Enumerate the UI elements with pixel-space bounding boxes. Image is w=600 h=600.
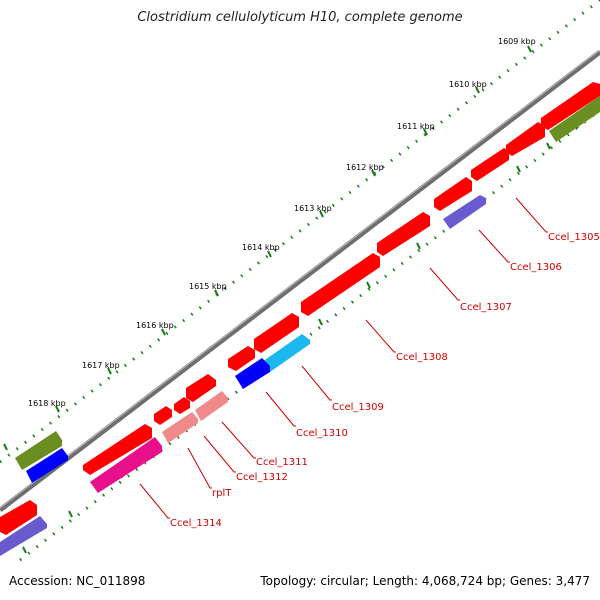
cds-ccel-1307[interactable]: [377, 212, 430, 256]
cds-rplT-fwd[interactable]: [174, 397, 190, 414]
ruler-ticks: [3, 45, 579, 554]
gene-label-ccel-1314: Ccel_1314: [170, 518, 222, 529]
ruler-major-tick: [475, 86, 480, 94]
accession-text: Accession: NC_011898: [9, 574, 146, 588]
cds-ccel-1308[interactable]: [301, 253, 380, 316]
genome-summary-text: Topology: circular; Length: 4,068,724 bp…: [260, 574, 590, 588]
inner-ruler-major-tick: [546, 142, 551, 150]
cds-bottom-left-fwd[interactable]: [0, 500, 37, 535]
ruler-major-tick: [527, 45, 532, 53]
tick-label-1613: 1613 kbp: [294, 204, 332, 213]
inner-ruler-major-tick: [516, 165, 521, 173]
ruler-major-tick: [214, 289, 219, 297]
ruler-major-tick: [423, 128, 428, 136]
tick-label-1615: 1615 kbp: [189, 282, 227, 291]
leader-lines: [139, 197, 548, 519]
cds-ccel-1314-fwd[interactable]: [83, 424, 152, 475]
ruler-major-tick: [107, 367, 112, 375]
cds-small-fwd[interactable]: [154, 406, 172, 425]
cds-ccel-1306-rev[interactable]: [443, 195, 486, 229]
cds-ccel-1309[interactable]: [262, 334, 310, 372]
cds-ccel-1305b[interactable]: [471, 148, 509, 181]
gene-label-ccel-1306: Ccel_1306: [510, 262, 562, 273]
cds-ccel-1310-fwd[interactable]: [228, 346, 255, 371]
cds-ccel-1310[interactable]: [235, 358, 270, 389]
cds-blue-left[interactable]: [26, 448, 68, 483]
tick-labels: 1609 kbp 1610 kbp 1611 kbp 1612 kbp 1613…: [28, 37, 536, 408]
gene-label-ccel-1308: Ccel_1308: [396, 352, 448, 363]
tick-label-1614: 1614 kbp: [242, 243, 280, 252]
ruler-major-tick: [55, 405, 60, 413]
ruler-major-tick: [3, 443, 8, 451]
cds-ccel-1306[interactable]: [434, 177, 472, 211]
cds-ccel-1308b[interactable]: [254, 313, 299, 353]
inner-ruler-major-tick: [416, 242, 421, 250]
ruler-major-tick: [267, 250, 272, 258]
genome-backbone-highlight: [0, 49, 600, 509]
inner-ruler-major-tick: [68, 510, 73, 518]
inner-ruler-major-tick: [22, 546, 27, 554]
cds-ccel-1312[interactable]: [195, 391, 228, 421]
gene-label-ccel-1312: Ccel_1312: [236, 472, 288, 483]
tick-label-1617: 1617 kbp: [82, 361, 120, 370]
tick-label-1616: 1616 kbp: [136, 321, 174, 330]
outer-ruler: [0, 0, 600, 464]
tick-label-1609: 1609 kbp: [498, 37, 536, 46]
gene-label-ccel-1310: Ccel_1310: [296, 428, 348, 439]
gene-label-ccel-1309: Ccel_1309: [332, 402, 384, 413]
ruler-major-tick: [371, 169, 376, 177]
inner-ruler-major-tick: [318, 318, 323, 326]
gene-labels: Ccel_1305 Ccel_1306 Ccel_1307 Ccel_1308 …: [170, 232, 600, 529]
cds-ccel-1314[interactable]: [90, 437, 162, 493]
gene-label-rplT: rplT: [212, 488, 232, 499]
inner-ruler: [19, 108, 600, 562]
map-title: Clostridium cellulolyticum H10, complete…: [137, 10, 463, 25]
cds-ccel-1311[interactable]: [186, 374, 216, 402]
tick-label-1612: 1612 kbp: [346, 163, 384, 172]
tick-label-1611: 1611 kbp: [397, 122, 435, 131]
gene-label-ccel-1311: Ccel_1311: [256, 457, 308, 468]
cds-olive-left[interactable]: [15, 431, 62, 470]
cds-rplT[interactable]: [162, 412, 198, 443]
inner-ruler-major-tick: [366, 281, 371, 289]
features: [0, 82, 600, 556]
cds-olive-right[interactable]: [549, 96, 600, 142]
cds-ccel-1305[interactable]: [506, 122, 545, 156]
cds-forward[interactable]: [541, 82, 600, 130]
gene-label-ccel-1305: Ccel_1305: [548, 232, 600, 243]
ruler-major-tick: [319, 210, 324, 218]
genome-backbone: [0, 50, 600, 512]
gene-label-ccel-1307: Ccel_1307: [460, 302, 512, 313]
cds-bottom-left-rev[interactable]: [0, 516, 47, 556]
ruler-major-tick: [161, 328, 166, 336]
tick-label-1618: 1618 kbp: [28, 399, 66, 408]
tick-label-1610: 1610 kbp: [449, 80, 487, 89]
